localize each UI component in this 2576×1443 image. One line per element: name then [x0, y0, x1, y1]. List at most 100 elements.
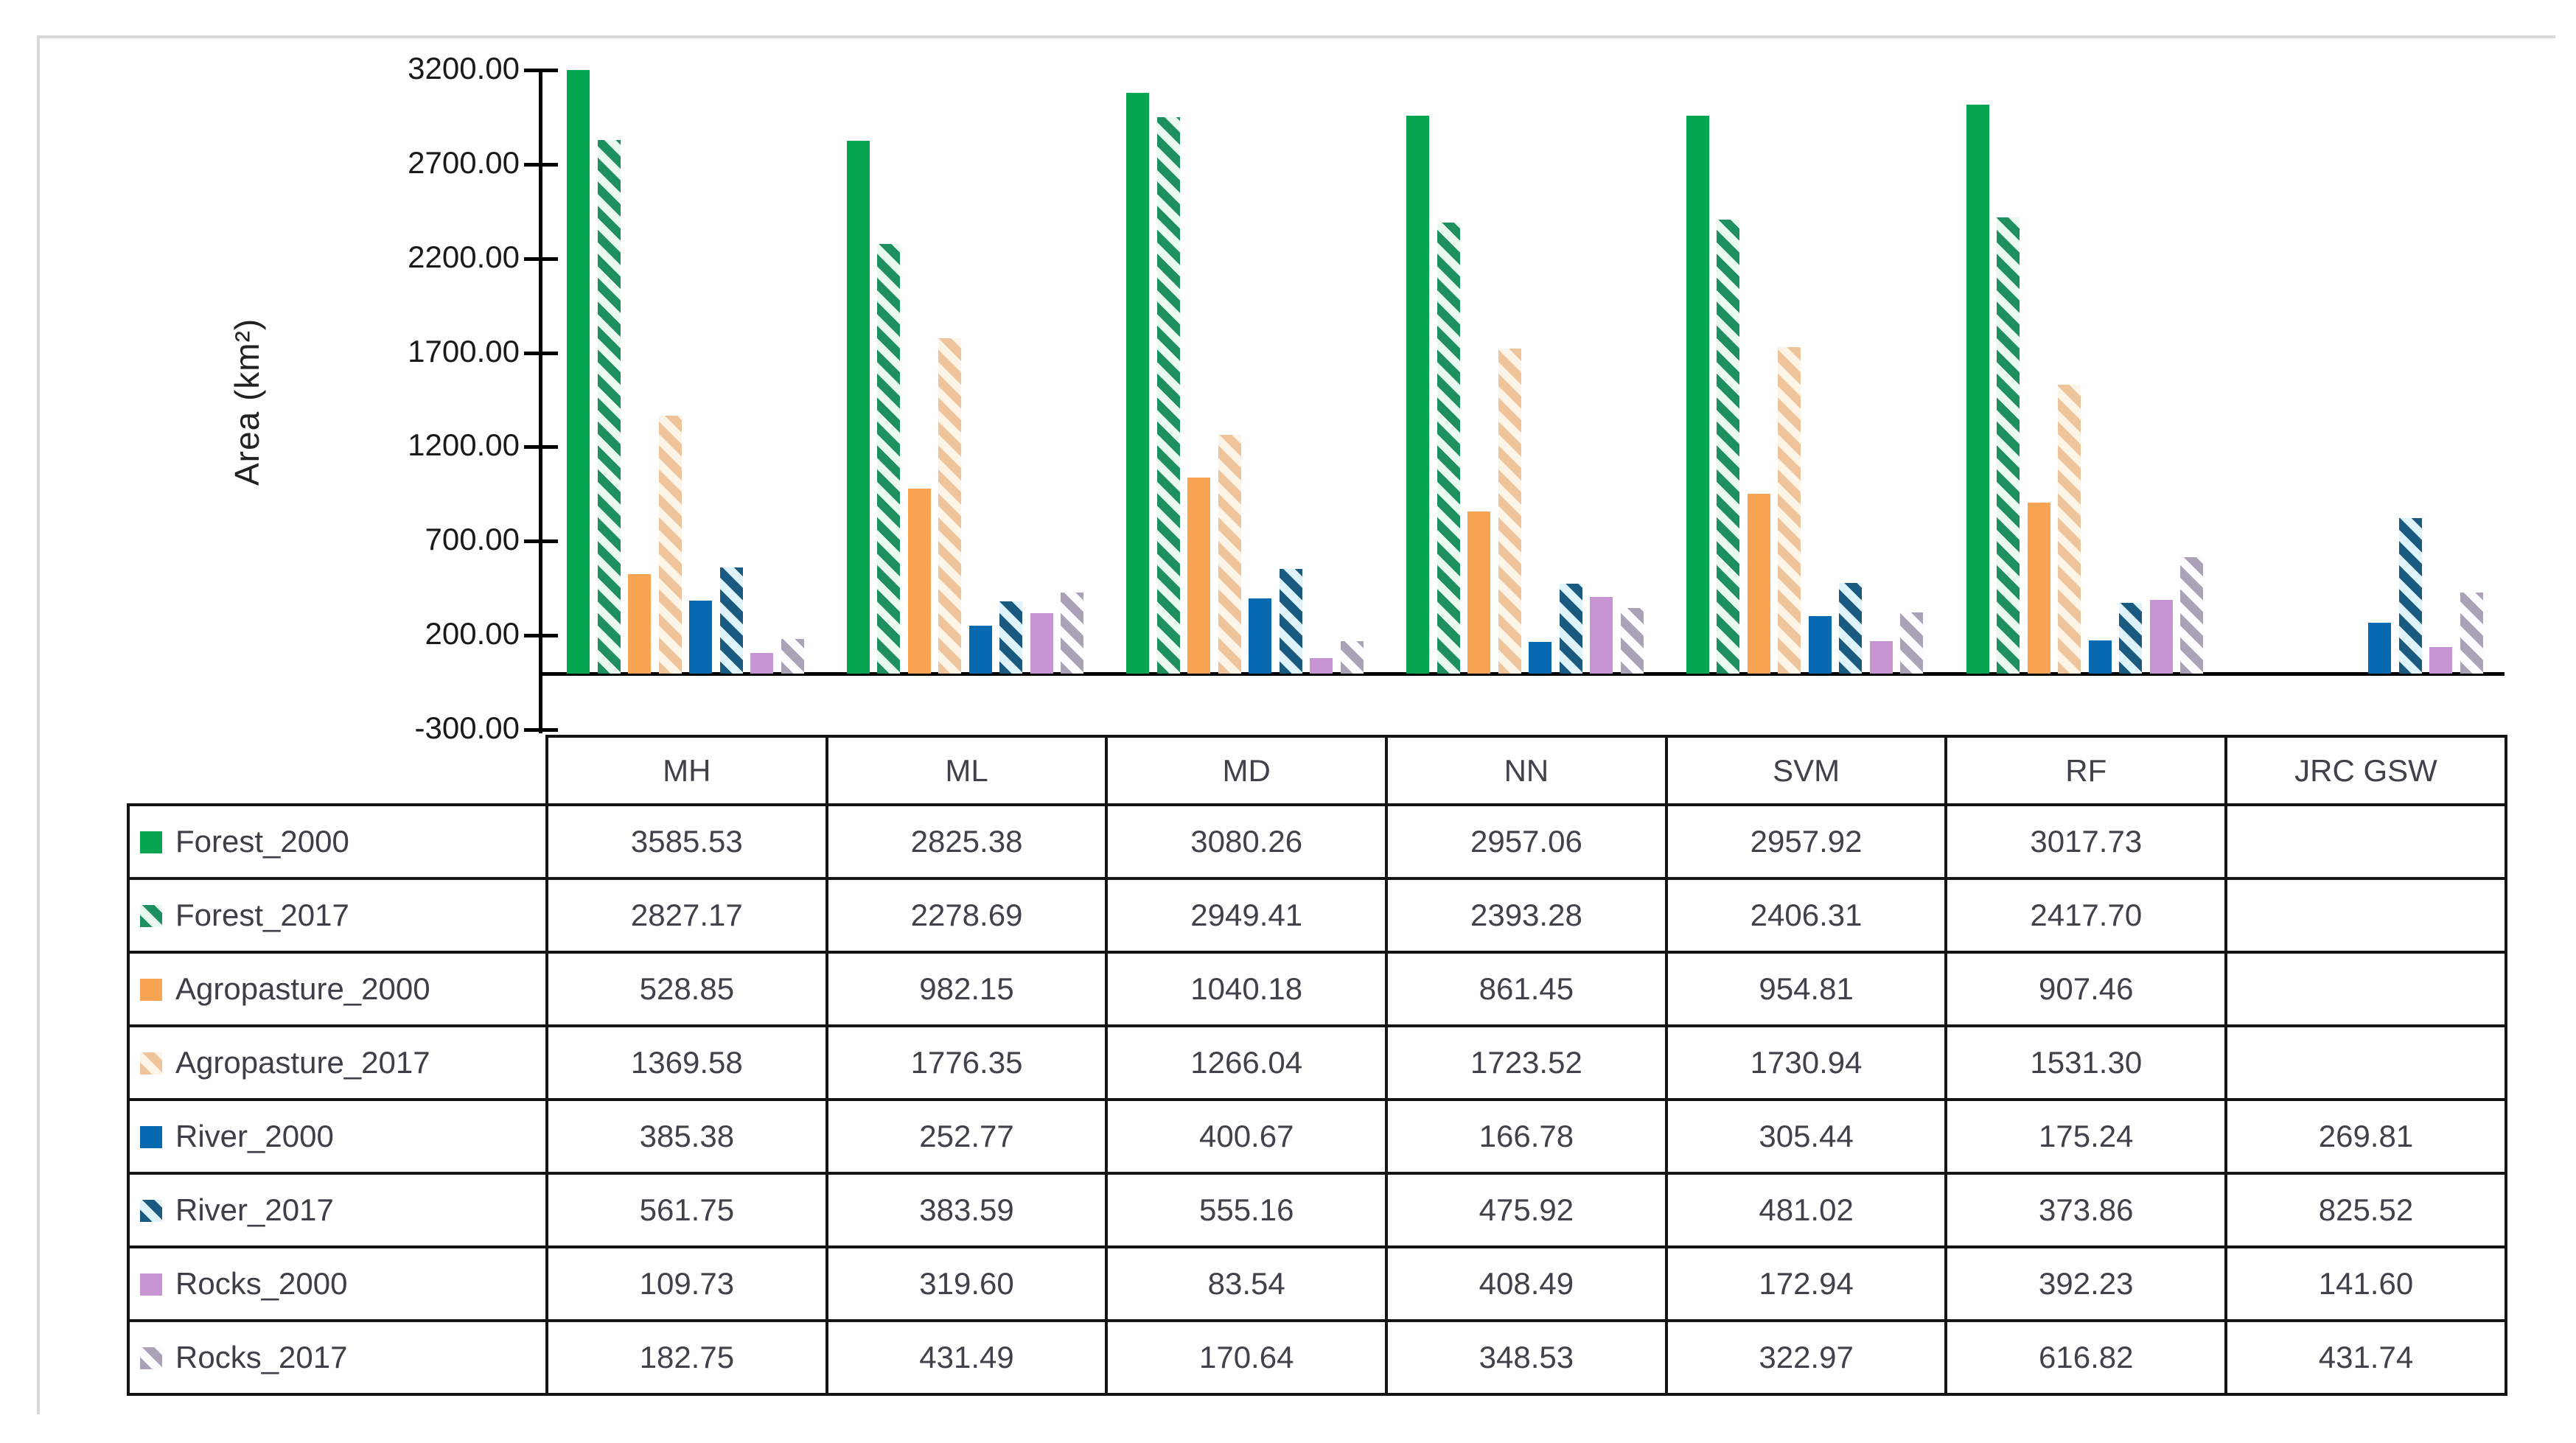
- table-cell: 3585.53: [545, 803, 828, 880]
- y-tick-label: 2200.00: [408, 239, 520, 274]
- bar-forest-2000-svm: [1686, 116, 1709, 674]
- table-cell: [2224, 951, 2507, 1027]
- table-cell: 2278.69: [825, 877, 1109, 954]
- table-cell: 373.86: [1944, 1172, 2228, 1248]
- bar-forest-2000-ml: [846, 140, 870, 674]
- figure-border: [37, 35, 2555, 1414]
- legend-cell-agropasture-2017: Agropasture_2017: [127, 1024, 548, 1101]
- table-cell: [2224, 803, 2507, 880]
- bar-river-2017-svm: [1839, 582, 1863, 674]
- table-cell: 1040.18: [1105, 951, 1389, 1027]
- table-cell: 2957.92: [1664, 803, 1948, 880]
- table-cell: 616.82: [1944, 1319, 2228, 1396]
- bar-agropasture-2017-mh: [658, 415, 682, 674]
- bar-rocks-2017-ml: [1061, 592, 1084, 674]
- table-cell: 431.74: [2224, 1319, 2507, 1396]
- table-cell: 109.73: [545, 1245, 828, 1322]
- table-row-forest-2017: Forest_2017 2827.17 2278.69 2949.41 2393.28 2…: [127, 877, 2507, 954]
- table-cell: 166.78: [1385, 1098, 1668, 1175]
- table-cell: 172.94: [1664, 1245, 1948, 1322]
- legend-cell-forest-2000: Forest_2000: [127, 803, 548, 880]
- column-header-nn: NN: [1385, 735, 1668, 806]
- bar-rocks-2017-jrc-gsw: [2460, 592, 2483, 674]
- bar-forest-2017-ml: [877, 243, 901, 674]
- bar-rocks-2017-md: [1340, 641, 1364, 674]
- table-cell: 907.46: [1944, 951, 2228, 1027]
- table-cell: 2393.28: [1385, 877, 1668, 954]
- y-tick-label: 200.00: [425, 616, 520, 651]
- table-cell: 1266.04: [1105, 1024, 1389, 1101]
- table-cell: 305.44: [1664, 1098, 1948, 1175]
- bar-river-2017-ml: [999, 601, 1023, 674]
- table-cell: 2949.41: [1105, 877, 1389, 954]
- y-tick-label: 3200.00: [408, 51, 520, 85]
- table-cell: 319.60: [825, 1245, 1109, 1322]
- bar-agropasture-2000-mh: [628, 573, 651, 674]
- y-tick-mark: [524, 445, 558, 450]
- bar-forest-2000-mh: [567, 70, 590, 674]
- bar-forest-2017-svm: [1717, 220, 1740, 674]
- table-cell: 2406.31: [1664, 877, 1948, 954]
- table-cell: 408.49: [1385, 1245, 1668, 1322]
- bar-river-2017-nn: [1559, 584, 1582, 674]
- legend-label: River_2017: [175, 1192, 334, 1227]
- y-tick-label: 1200.00: [408, 427, 520, 463]
- bar-river-2017-mh: [719, 567, 743, 674]
- bar-rocks-2017-rf: [2180, 557, 2204, 674]
- table-row-river-2000: River_2000 385.38 252.77 400.67 166.78 305.44…: [127, 1098, 2507, 1175]
- bar-rocks-2017-nn: [1620, 607, 1644, 674]
- legend-label: Agropasture_2000: [175, 971, 430, 1006]
- y-axis-title: Area (km²): [228, 318, 266, 486]
- bar-river-2000-nn: [1529, 642, 1552, 674]
- y-axis-line: [539, 70, 542, 733]
- column-header-ml: ML: [825, 735, 1109, 806]
- table-cell: 1730.94: [1664, 1024, 1948, 1101]
- bar-river-2017-jrc-gsw: [2398, 517, 2422, 674]
- legend-label: River_2000: [175, 1119, 334, 1153]
- bar-agropasture-2000-nn: [1467, 511, 1491, 674]
- table-row-agropasture-2000: Agropasture_2000 528.85 982.15 1040.18 861.4…: [127, 951, 2507, 1027]
- table-cell: 83.54: [1105, 1245, 1389, 1322]
- data-table: MH ML MD NN SVM RF JRC GSW Forest_2000 3585.53 28…: [127, 735, 2507, 1396]
- table-cell: 561.75: [545, 1172, 828, 1248]
- table-cell: 481.02: [1664, 1172, 1948, 1248]
- column-header-rf: RF: [1944, 735, 2228, 806]
- y-tick-label: 1700.00: [408, 333, 520, 368]
- y-tick-mark: [524, 162, 558, 167]
- bar-forest-2017-mh: [597, 140, 621, 674]
- table-cell: 269.81: [2224, 1098, 2507, 1175]
- legend-cell-agropasture-2000: Agropasture_2000: [127, 951, 548, 1027]
- legend-label: Rocks_2000: [175, 1266, 348, 1301]
- bar-agropasture-2000-ml: [907, 488, 931, 674]
- table-cell: 182.75: [545, 1319, 828, 1396]
- bar-agropasture-2017-ml: [938, 338, 962, 674]
- table-cell: 1531.30: [1944, 1024, 2228, 1101]
- bar-agropasture-2000-svm: [1747, 493, 1770, 674]
- table-cell: 1723.52: [1385, 1024, 1668, 1101]
- column-header-md: MD: [1105, 735, 1389, 806]
- table-cell: 348.53: [1385, 1319, 1668, 1396]
- table-cell: 252.77: [825, 1098, 1109, 1175]
- bar-forest-2000-nn: [1406, 116, 1430, 674]
- legend-key-icon: [140, 831, 162, 853]
- bar-agropasture-2017-md: [1218, 435, 1241, 674]
- legend-key-icon: [140, 905, 162, 927]
- table-row-rocks-2000: Rocks_2000 109.73 319.60 83.54 408.49 172.94 3…: [127, 1245, 2507, 1322]
- bar-forest-2017-nn: [1437, 222, 1460, 674]
- table-row-rocks-2017: Rocks_2017 182.75 431.49 170.64 348.53 322.97…: [127, 1319, 2507, 1396]
- bar-rocks-2000-nn: [1590, 596, 1613, 674]
- table-cell: 954.81: [1664, 951, 1948, 1027]
- x-axis-line: [540, 672, 2505, 676]
- legend-key-icon: [140, 979, 162, 1001]
- bar-river-2000-svm: [1808, 615, 1832, 674]
- table-cell: 3080.26: [1105, 803, 1389, 880]
- bar-rocks-2000-mh: [750, 652, 773, 674]
- table-cell: 322.97: [1664, 1319, 1948, 1396]
- table-cell: 528.85: [545, 951, 828, 1027]
- legend-cell-forest-2017: Forest_2017: [127, 877, 548, 954]
- bar-rocks-2017-svm: [1900, 612, 1924, 674]
- table-cell: 1776.35: [825, 1024, 1109, 1101]
- bar-rocks-2000-ml: [1030, 613, 1053, 674]
- legend-key-icon: [140, 1273, 162, 1296]
